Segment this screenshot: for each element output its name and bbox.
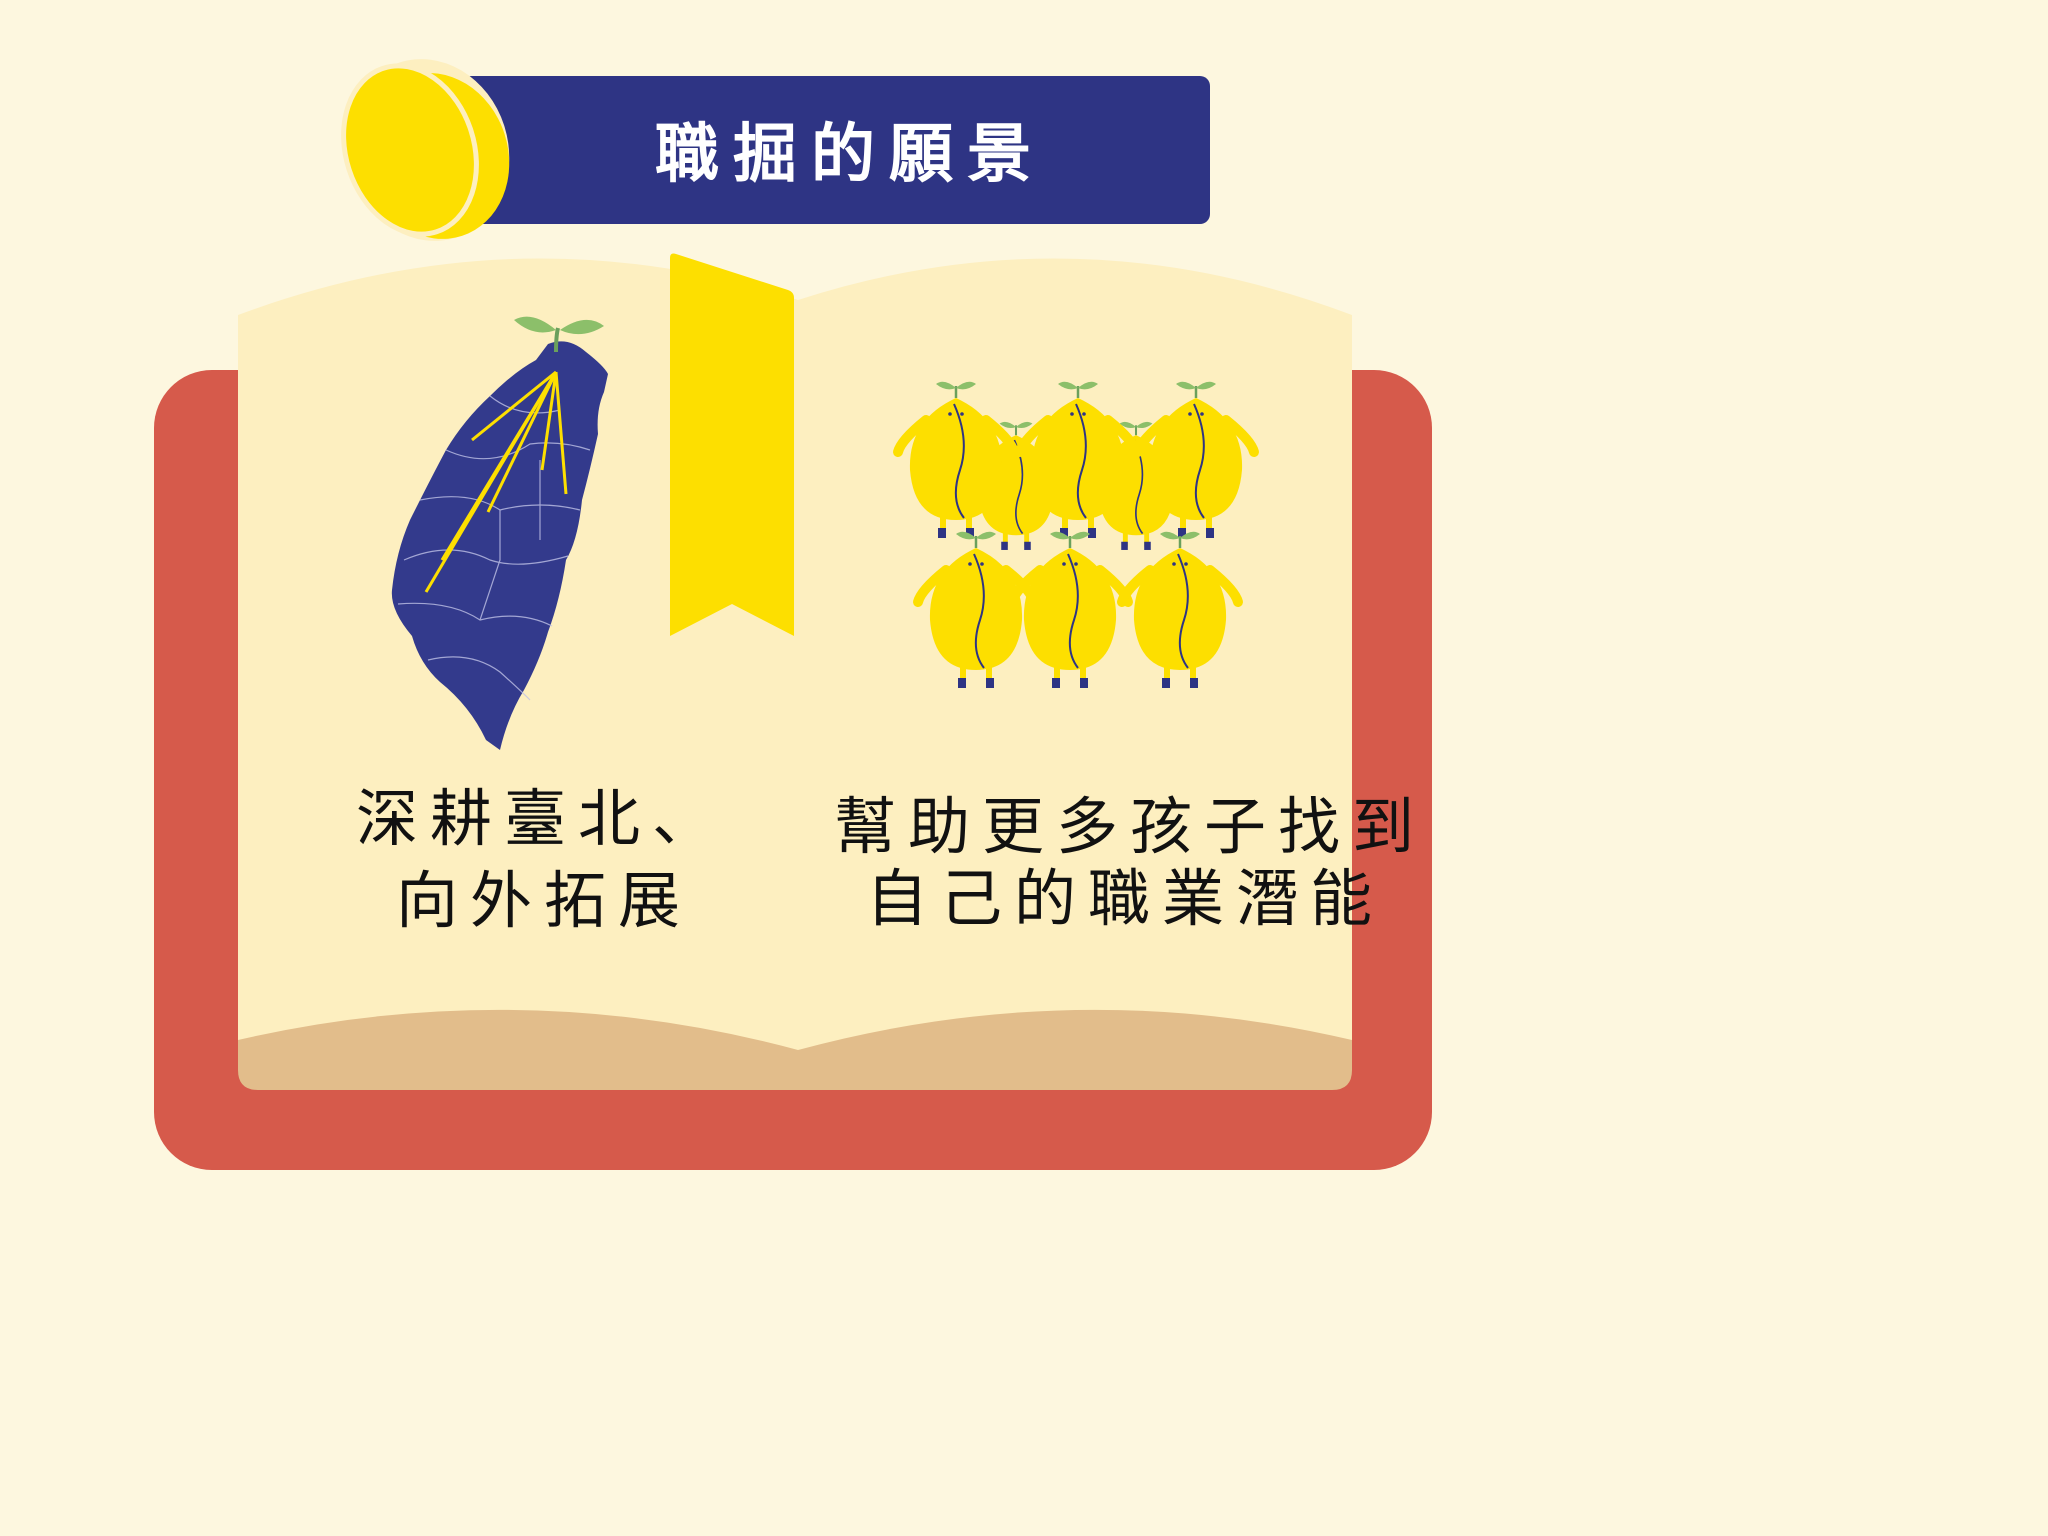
bean-character-icon <box>1015 381 1141 538</box>
left-caption-line-2: 向外拓展 <box>396 864 693 937</box>
bean-character-icon <box>1117 531 1243 688</box>
vision-illustration <box>154 59 1432 1170</box>
taiwan-map-icon <box>391 341 608 750</box>
bookmark-icon <box>670 253 794 636</box>
left-caption-line-1: 深耕臺北、 <box>356 782 727 855</box>
bean-icon <box>341 59 510 241</box>
bean-character-icon <box>893 381 1019 538</box>
page-title: 職掘的願景 <box>655 117 1045 192</box>
bean-character-icon <box>1133 381 1259 538</box>
sprout-icon <box>514 316 604 353</box>
right-caption-line-1: 幫助更多孩子找到 <box>834 790 1427 863</box>
right-caption-line-2: 自己的職業潛能 <box>866 862 1385 935</box>
bean-character-icon <box>1007 531 1133 688</box>
bean-characters-group <box>893 381 1259 688</box>
title-banner <box>440 76 1210 224</box>
